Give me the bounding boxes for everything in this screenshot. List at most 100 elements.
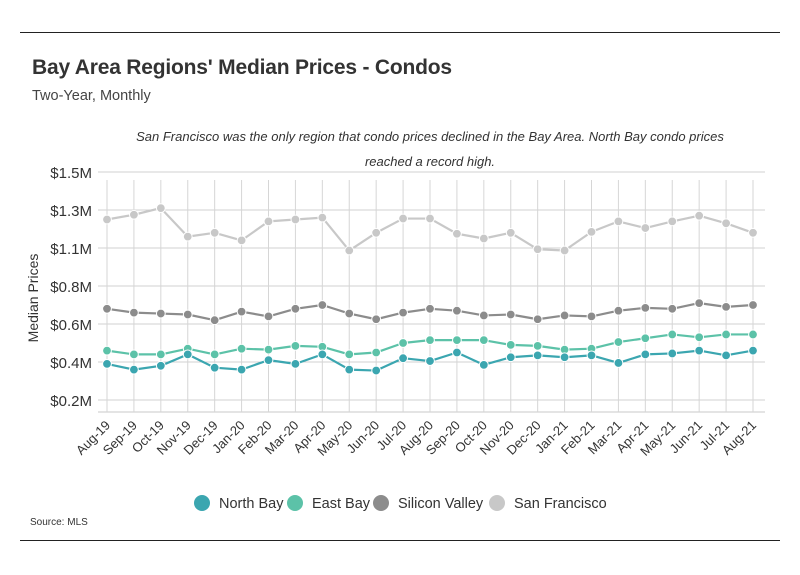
grid-layer: [98, 171, 765, 413]
data-point: [344, 364, 355, 375]
data-point: [532, 314, 543, 325]
data-point: [667, 216, 678, 227]
data-point: [694, 345, 705, 356]
chart-subtitle: Two-Year, Monthly: [32, 88, 151, 104]
data-point: [478, 310, 489, 321]
legend-label: East Bay: [312, 496, 371, 512]
data-point: [425, 356, 435, 366]
data-point: [640, 223, 651, 233]
data-point: [398, 307, 408, 318]
data-point: [667, 303, 678, 314]
data-point: [317, 349, 328, 360]
data-point: [102, 345, 112, 356]
data-point: [694, 298, 705, 309]
data-point: [129, 364, 139, 375]
data-point: [532, 350, 543, 361]
data-point: [613, 216, 624, 227]
data-point: [236, 235, 247, 246]
data-point: [129, 307, 139, 318]
data-point: [129, 349, 139, 360]
data-point: [371, 227, 382, 238]
legend-swatch: [194, 495, 210, 511]
y-tick-label: $1.5M: [50, 165, 92, 182]
data-point: [452, 228, 462, 239]
data-point: [613, 358, 624, 368]
legend-label: San Francisco: [514, 496, 607, 512]
y-axis-title: Median Prices: [25, 254, 41, 343]
legend-item: San Francisco: [489, 495, 607, 512]
data-point: [748, 227, 758, 238]
data-point: [505, 309, 516, 320]
source-note: Source: MLS: [30, 517, 88, 528]
data-point: [452, 305, 462, 316]
data-point: [694, 332, 705, 343]
data-point: [748, 345, 758, 356]
data-point: [721, 350, 731, 361]
legend-label: North Bay: [219, 496, 284, 512]
legend-swatch: [373, 495, 389, 511]
data-point: [398, 338, 408, 348]
legend-item: East Bay: [287, 495, 371, 512]
data-point: [344, 349, 355, 360]
data-point: [263, 216, 274, 227]
data-point: [667, 348, 678, 359]
data-point: [155, 360, 166, 371]
data-point: [236, 306, 247, 317]
data-point: [317, 212, 328, 223]
data-point: [721, 329, 731, 340]
data-point: [236, 343, 247, 354]
top-rule: [20, 32, 780, 33]
data-point: [129, 209, 139, 220]
data-point: [155, 203, 166, 214]
series-silicon-valley: [102, 298, 758, 326]
data-point: [478, 233, 489, 244]
data-point: [640, 302, 651, 313]
series-layer: [102, 203, 758, 376]
legend-swatch: [489, 495, 505, 511]
data-point: [721, 302, 731, 312]
data-point: [505, 352, 516, 363]
data-point: [182, 349, 193, 360]
y-axis-ticks: $0.2M $0.4M $0.6M $0.8M $1.1M $1.3M $1.5M: [50, 165, 92, 410]
data-point: [182, 309, 193, 320]
y-tick-label: $0.6M: [50, 317, 92, 334]
bottom-rule: [20, 540, 780, 541]
data-point: [425, 303, 435, 314]
data-point: [102, 303, 112, 314]
data-point: [559, 245, 570, 256]
x-axis-ticks: Aug-19Sep-19Oct-19Nov-19Dec-19Jan-20Feb-…: [73, 418, 759, 459]
data-point: [613, 337, 624, 347]
y-tick-label: $0.2M: [50, 393, 92, 410]
y-tick-label: $0.8M: [50, 279, 92, 296]
data-point: [586, 226, 597, 237]
data-point: [263, 311, 274, 322]
data-point: [452, 347, 462, 358]
data-point: [371, 365, 382, 376]
data-point: [398, 353, 408, 364]
data-point: [667, 329, 678, 340]
data-point: [209, 349, 220, 360]
data-point: [505, 340, 516, 350]
data-point: [209, 227, 220, 238]
data-point: [102, 359, 112, 369]
data-point: [613, 305, 624, 316]
data-point: [155, 349, 166, 360]
chart-title: Bay Area Regions' Median Prices - Condos: [32, 56, 452, 79]
data-point: [586, 350, 597, 361]
data-point: [721, 218, 731, 229]
legend: North Bay East Bay Silicon Valley San Franc…: [194, 495, 607, 512]
data-point: [317, 300, 328, 310]
data-point: [290, 214, 301, 225]
legend-item: North Bay: [194, 495, 284, 512]
data-point: [478, 335, 489, 346]
y-tick-label: $0.4M: [50, 355, 92, 372]
data-point: [425, 335, 435, 346]
series-north-bay: [102, 345, 758, 376]
data-point: [290, 359, 301, 369]
chart-annotation: San Francisco was the only region that c…: [136, 129, 724, 169]
data-point: [290, 340, 301, 351]
legend-swatch: [287, 495, 303, 511]
data-point: [263, 344, 274, 355]
data-point: [532, 340, 543, 351]
